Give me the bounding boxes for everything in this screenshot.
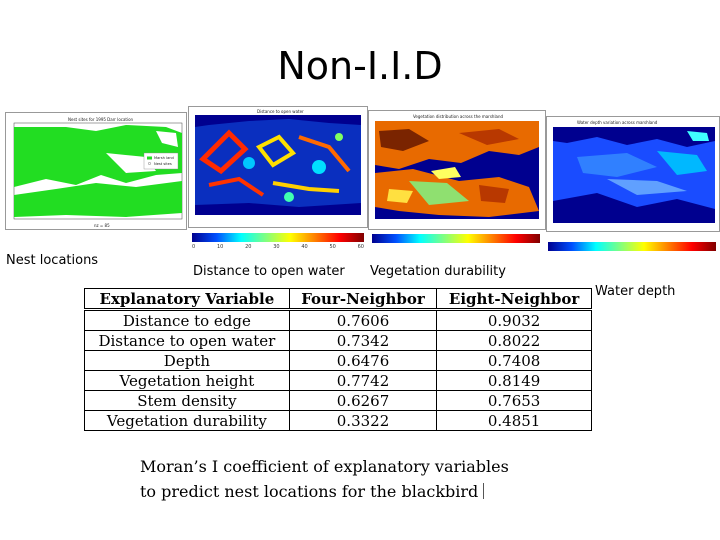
table-row: Vegetation height 0.7742 0.8149 (84, 370, 592, 391)
tick: 30 (273, 244, 280, 250)
distance-colorbar-ticks: 0 10 20 30 40 50 60 (192, 244, 364, 250)
depth-map-title: Water depth variation across marshland (577, 120, 658, 125)
cell-variable: Distance to edge (84, 309, 290, 331)
cell-eight: 0.9032 (436, 309, 592, 331)
tick: 0 (192, 244, 196, 250)
cell-variable: Stem density (84, 390, 290, 411)
table-row: Vegetation durability 0.3322 0.4851 (84, 410, 592, 431)
table-caption-line1: Moran’s I coefficient of explanatory var… (140, 457, 509, 476)
cell-eight: 0.7653 (436, 390, 592, 411)
depth-colorbar (548, 242, 716, 251)
nest-legend-marsh: Marsh land (154, 156, 174, 160)
morans-i-table: Explanatory Variable Four-Neighbor Eight… (84, 288, 592, 431)
tick: 10 (216, 244, 224, 250)
caption-distance: Distance to open water (193, 264, 345, 279)
table-caption-line2: to predict nest locations for the blackb… (140, 482, 479, 501)
table-row: Stem density 0.6267 0.7653 (84, 390, 592, 411)
cell-eight: 0.4851 (436, 410, 592, 431)
slide-title: Non-I.I.D (277, 44, 443, 88)
header-four-neighbor: Four-Neighbor (288, 288, 438, 311)
header-variable: Explanatory Variable (84, 288, 290, 311)
table-row: Distance to edge 0.7606 0.9032 (84, 309, 592, 331)
cell-four: 0.6267 (288, 390, 438, 411)
cell-four: 0.6476 (288, 350, 438, 371)
cell-eight: 0.8149 (436, 370, 592, 391)
nest-legend-sites: Nest sites (154, 162, 172, 166)
tick: 20 (245, 244, 252, 250)
vegetation-map-title: Vegetation distribution across the marsh… (413, 114, 504, 119)
cell-eight: 0.7408 (436, 350, 592, 371)
cell-variable: Vegetation height (84, 370, 290, 391)
cell-four: 0.7742 (288, 370, 438, 391)
distance-map-title: Distance to open water (257, 109, 304, 114)
tick: 40 (301, 244, 308, 250)
text-cursor (483, 483, 484, 499)
nest-locations-map: Marsh land Nest sites Nest sites for 199… (5, 112, 187, 230)
distance-map: Distance to open water (188, 106, 368, 228)
table-header-row: Explanatory Variable Four-Neighbor Eight… (84, 288, 592, 311)
cell-variable: Depth (84, 350, 290, 371)
cell-variable: Distance to open water (84, 330, 290, 351)
table-caption: Moran’s I coefficient of explanatory var… (140, 454, 509, 504)
cell-four: 0.7342 (288, 330, 438, 351)
depth-map: Water depth variation across marshland (546, 116, 720, 232)
tick: 50 (329, 244, 336, 250)
cell-four: 0.7606 (288, 309, 438, 331)
cell-four: 0.3322 (288, 410, 438, 431)
caption-depth: Water depth (595, 284, 676, 299)
header-eight-neighbor: Eight-Neighbor (436, 288, 592, 311)
cell-variable: Vegetation durability (84, 410, 290, 431)
nest-map-title: Nest sites for 1995 Darr location (68, 117, 134, 122)
nest-x-label: nz = 85 (94, 223, 110, 228)
distance-colorbar (192, 233, 364, 242)
caption-nest-locations: Nest locations (6, 253, 99, 268)
table-row: Depth 0.6476 0.7408 (84, 350, 592, 371)
table-row: Distance to open water 0.7342 0.8022 (84, 330, 592, 351)
vegetation-colorbar (372, 234, 540, 243)
vegetation-map: Vegetation distribution across the marsh… (368, 110, 546, 230)
cell-eight: 0.8022 (436, 330, 592, 351)
tick: 60 (357, 244, 364, 250)
caption-vegetation: Vegetation durability (370, 264, 506, 279)
